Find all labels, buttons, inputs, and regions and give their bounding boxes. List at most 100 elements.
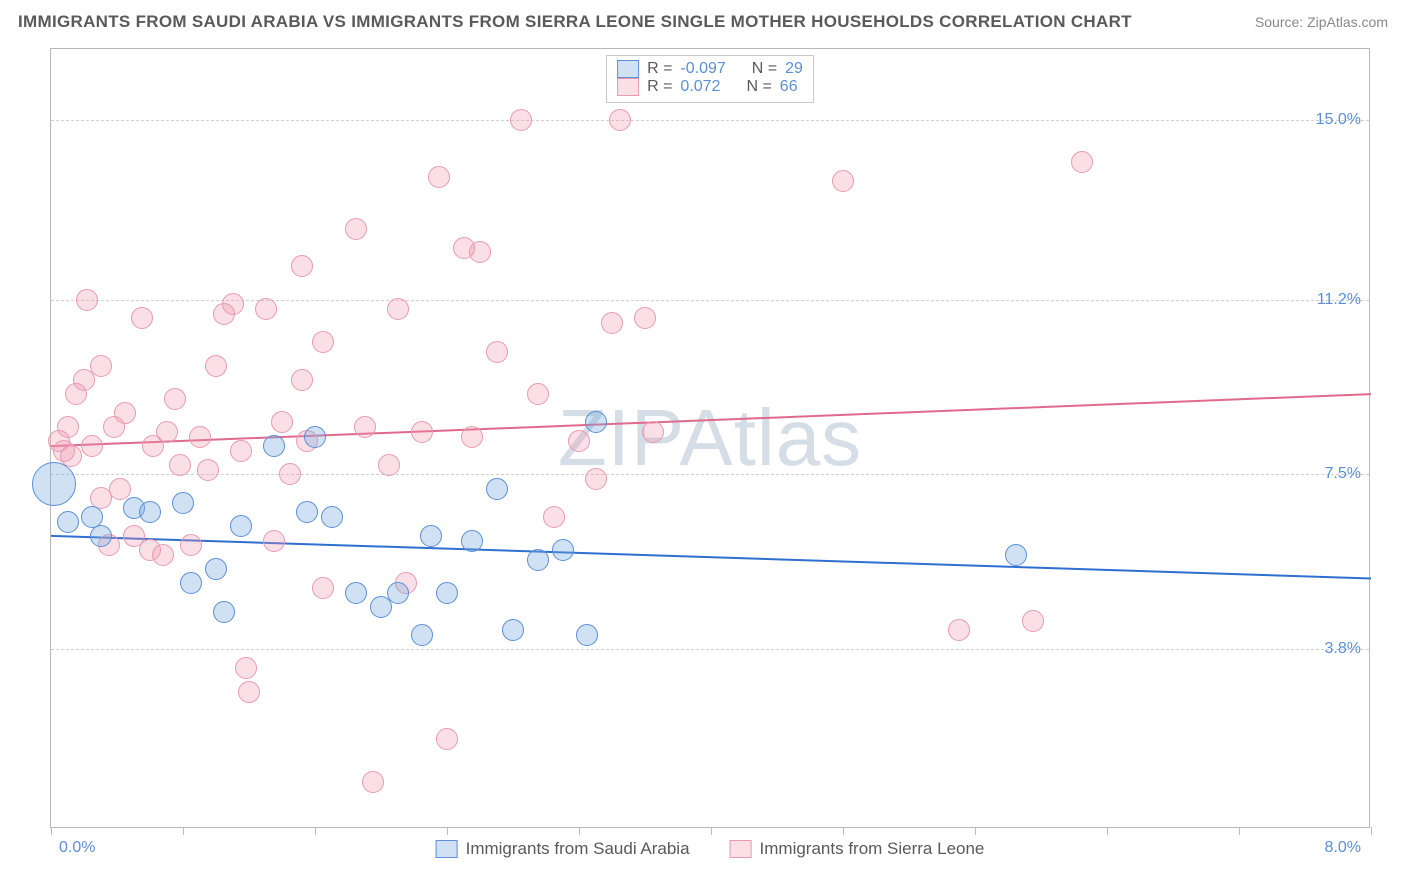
data-point xyxy=(235,657,257,679)
x-tick xyxy=(711,827,712,835)
data-point xyxy=(172,492,194,514)
data-point xyxy=(552,539,574,561)
x-min-label: 0.0% xyxy=(59,839,95,857)
x-tick xyxy=(579,827,580,835)
data-point xyxy=(354,416,376,438)
data-point xyxy=(152,544,174,566)
watermark-text: ZIPAtlas xyxy=(558,392,862,484)
x-tick xyxy=(183,827,184,835)
data-point xyxy=(345,582,367,604)
y-tick-label: 7.5% xyxy=(1325,465,1361,483)
data-point xyxy=(411,624,433,646)
legend-item-sierra: Immigrants from Sierra Leone xyxy=(730,839,985,859)
data-point xyxy=(543,506,565,528)
data-point xyxy=(312,577,334,599)
data-point xyxy=(420,525,442,547)
data-point xyxy=(576,624,598,646)
data-point xyxy=(1022,610,1044,632)
data-point xyxy=(291,255,313,277)
data-point xyxy=(304,426,326,448)
data-point xyxy=(461,426,483,448)
n-label: N = xyxy=(746,78,771,96)
grid-line xyxy=(51,120,1369,121)
data-point xyxy=(205,558,227,580)
data-point xyxy=(387,298,409,320)
data-point xyxy=(57,416,79,438)
data-point xyxy=(436,728,458,750)
data-point xyxy=(1005,544,1027,566)
legend-row-sierra: R = 0.072 N = 66 xyxy=(617,78,803,96)
data-point xyxy=(296,501,318,523)
grid-line xyxy=(51,300,1369,301)
data-point xyxy=(263,530,285,552)
data-point xyxy=(238,681,260,703)
data-point xyxy=(57,511,79,533)
data-point xyxy=(76,289,98,311)
data-point xyxy=(156,421,178,443)
data-point xyxy=(32,462,76,506)
data-point xyxy=(436,582,458,604)
n-label: N = xyxy=(752,60,777,78)
data-point xyxy=(230,515,252,537)
data-point xyxy=(609,109,631,131)
data-point xyxy=(291,369,313,391)
x-tick xyxy=(975,827,976,835)
swatch-icon xyxy=(617,78,639,96)
legend-row-saudi: R = -0.097 N = 29 xyxy=(617,60,803,78)
data-point xyxy=(527,383,549,405)
r-value-saudi: -0.097 xyxy=(680,60,725,78)
data-point xyxy=(486,341,508,363)
data-point xyxy=(279,463,301,485)
data-point xyxy=(255,298,277,320)
data-point xyxy=(502,619,524,641)
x-tick xyxy=(1107,827,1108,835)
data-point xyxy=(469,241,491,263)
correlation-legend: R = -0.097 N = 29 R = 0.072 N = 66 xyxy=(606,55,814,103)
data-point xyxy=(197,459,219,481)
data-point xyxy=(205,355,227,377)
data-point xyxy=(271,411,293,433)
data-point xyxy=(601,312,623,334)
data-point xyxy=(169,454,191,476)
data-point xyxy=(230,440,252,462)
data-point xyxy=(109,478,131,500)
data-point xyxy=(510,109,532,131)
n-value-sierra: 66 xyxy=(780,78,798,96)
swatch-icon xyxy=(436,840,458,858)
x-tick xyxy=(447,827,448,835)
data-point xyxy=(321,506,343,528)
data-point xyxy=(90,525,112,547)
data-point xyxy=(81,435,103,457)
data-point xyxy=(263,435,285,457)
data-point xyxy=(634,307,656,329)
data-point xyxy=(585,411,607,433)
legend-item-saudi: Immigrants from Saudi Arabia xyxy=(436,839,690,859)
data-point xyxy=(213,601,235,623)
data-point xyxy=(312,331,334,353)
x-tick xyxy=(1239,827,1240,835)
grid-line xyxy=(51,649,1369,650)
series-legend: Immigrants from Saudi Arabia Immigrants … xyxy=(436,839,985,859)
legend-label-sierra: Immigrants from Sierra Leone xyxy=(760,839,985,859)
x-tick xyxy=(843,827,844,835)
data-point xyxy=(362,771,384,793)
data-point xyxy=(131,307,153,329)
data-point xyxy=(948,619,970,641)
data-point xyxy=(180,534,202,556)
data-point xyxy=(189,426,211,448)
data-point xyxy=(114,402,136,424)
data-point xyxy=(568,430,590,452)
chart-header: IMMIGRANTS FROM SAUDI ARABIA VS IMMIGRAN… xyxy=(18,12,1388,32)
x-max-label: 8.0% xyxy=(1325,839,1361,857)
y-tick-label: 11.2% xyxy=(1317,291,1361,309)
r-label: R = xyxy=(647,78,672,96)
data-point xyxy=(461,530,483,552)
data-point xyxy=(180,572,202,594)
data-point xyxy=(1071,151,1093,173)
n-value-saudi: 29 xyxy=(785,60,803,78)
r-value-sierra: 0.072 xyxy=(680,78,720,96)
trend-lines xyxy=(51,49,1371,829)
x-tick xyxy=(1371,827,1372,835)
swatch-icon xyxy=(730,840,752,858)
data-point xyxy=(486,478,508,500)
